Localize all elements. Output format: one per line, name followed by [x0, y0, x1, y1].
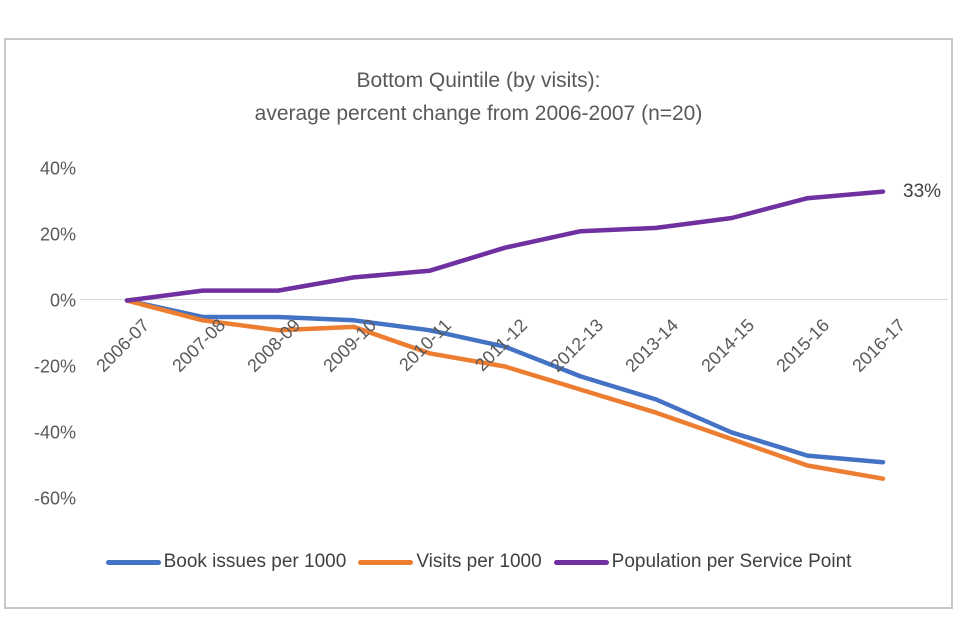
- legend-item-population: Population per Service Point: [553, 551, 852, 573]
- legend-label-visits: Visits per 1000: [416, 551, 542, 572]
- chart-title-line1: Bottom Quintile (by visits):: [356, 69, 601, 92]
- y-axis-tick: -60%: [33, 488, 76, 508]
- series-line-population-per-service-point: [124, 189, 886, 303]
- chart-title: Bottom Quintile (by visits): average per…: [4, 64, 953, 130]
- y-axis-tick: 40%: [39, 158, 76, 178]
- y-axis-tick: 0%: [49, 290, 76, 310]
- y-axis-tick: 20%: [39, 224, 76, 244]
- series-line-visits-per-1000: [124, 298, 886, 481]
- legend-item-visits: Visits per 1000: [358, 551, 542, 573]
- legend-item-book-issues: Book issues per 1000: [105, 551, 347, 573]
- legend-label-population: Population per Service Point: [611, 551, 852, 572]
- legend-swatch-visits: [358, 559, 414, 565]
- y-axis-tick: -40%: [33, 422, 76, 442]
- legend-label-book-issues: Book issues per 1000: [163, 551, 347, 572]
- chart-title-line2: average percent change from 2006-2007 (n…: [254, 102, 703, 125]
- chart-frame: [4, 38, 953, 609]
- legend: Book issues per 1000 Visits per 1000 Pop…: [4, 551, 953, 573]
- legend-swatch-population: [553, 559, 609, 565]
- series-end-value-label: 33%: [903, 180, 942, 202]
- series-line-book-issues-per-1000: [124, 298, 886, 465]
- y-axis-tick: -20%: [33, 356, 76, 376]
- legend-swatch-book-issues: [105, 559, 161, 565]
